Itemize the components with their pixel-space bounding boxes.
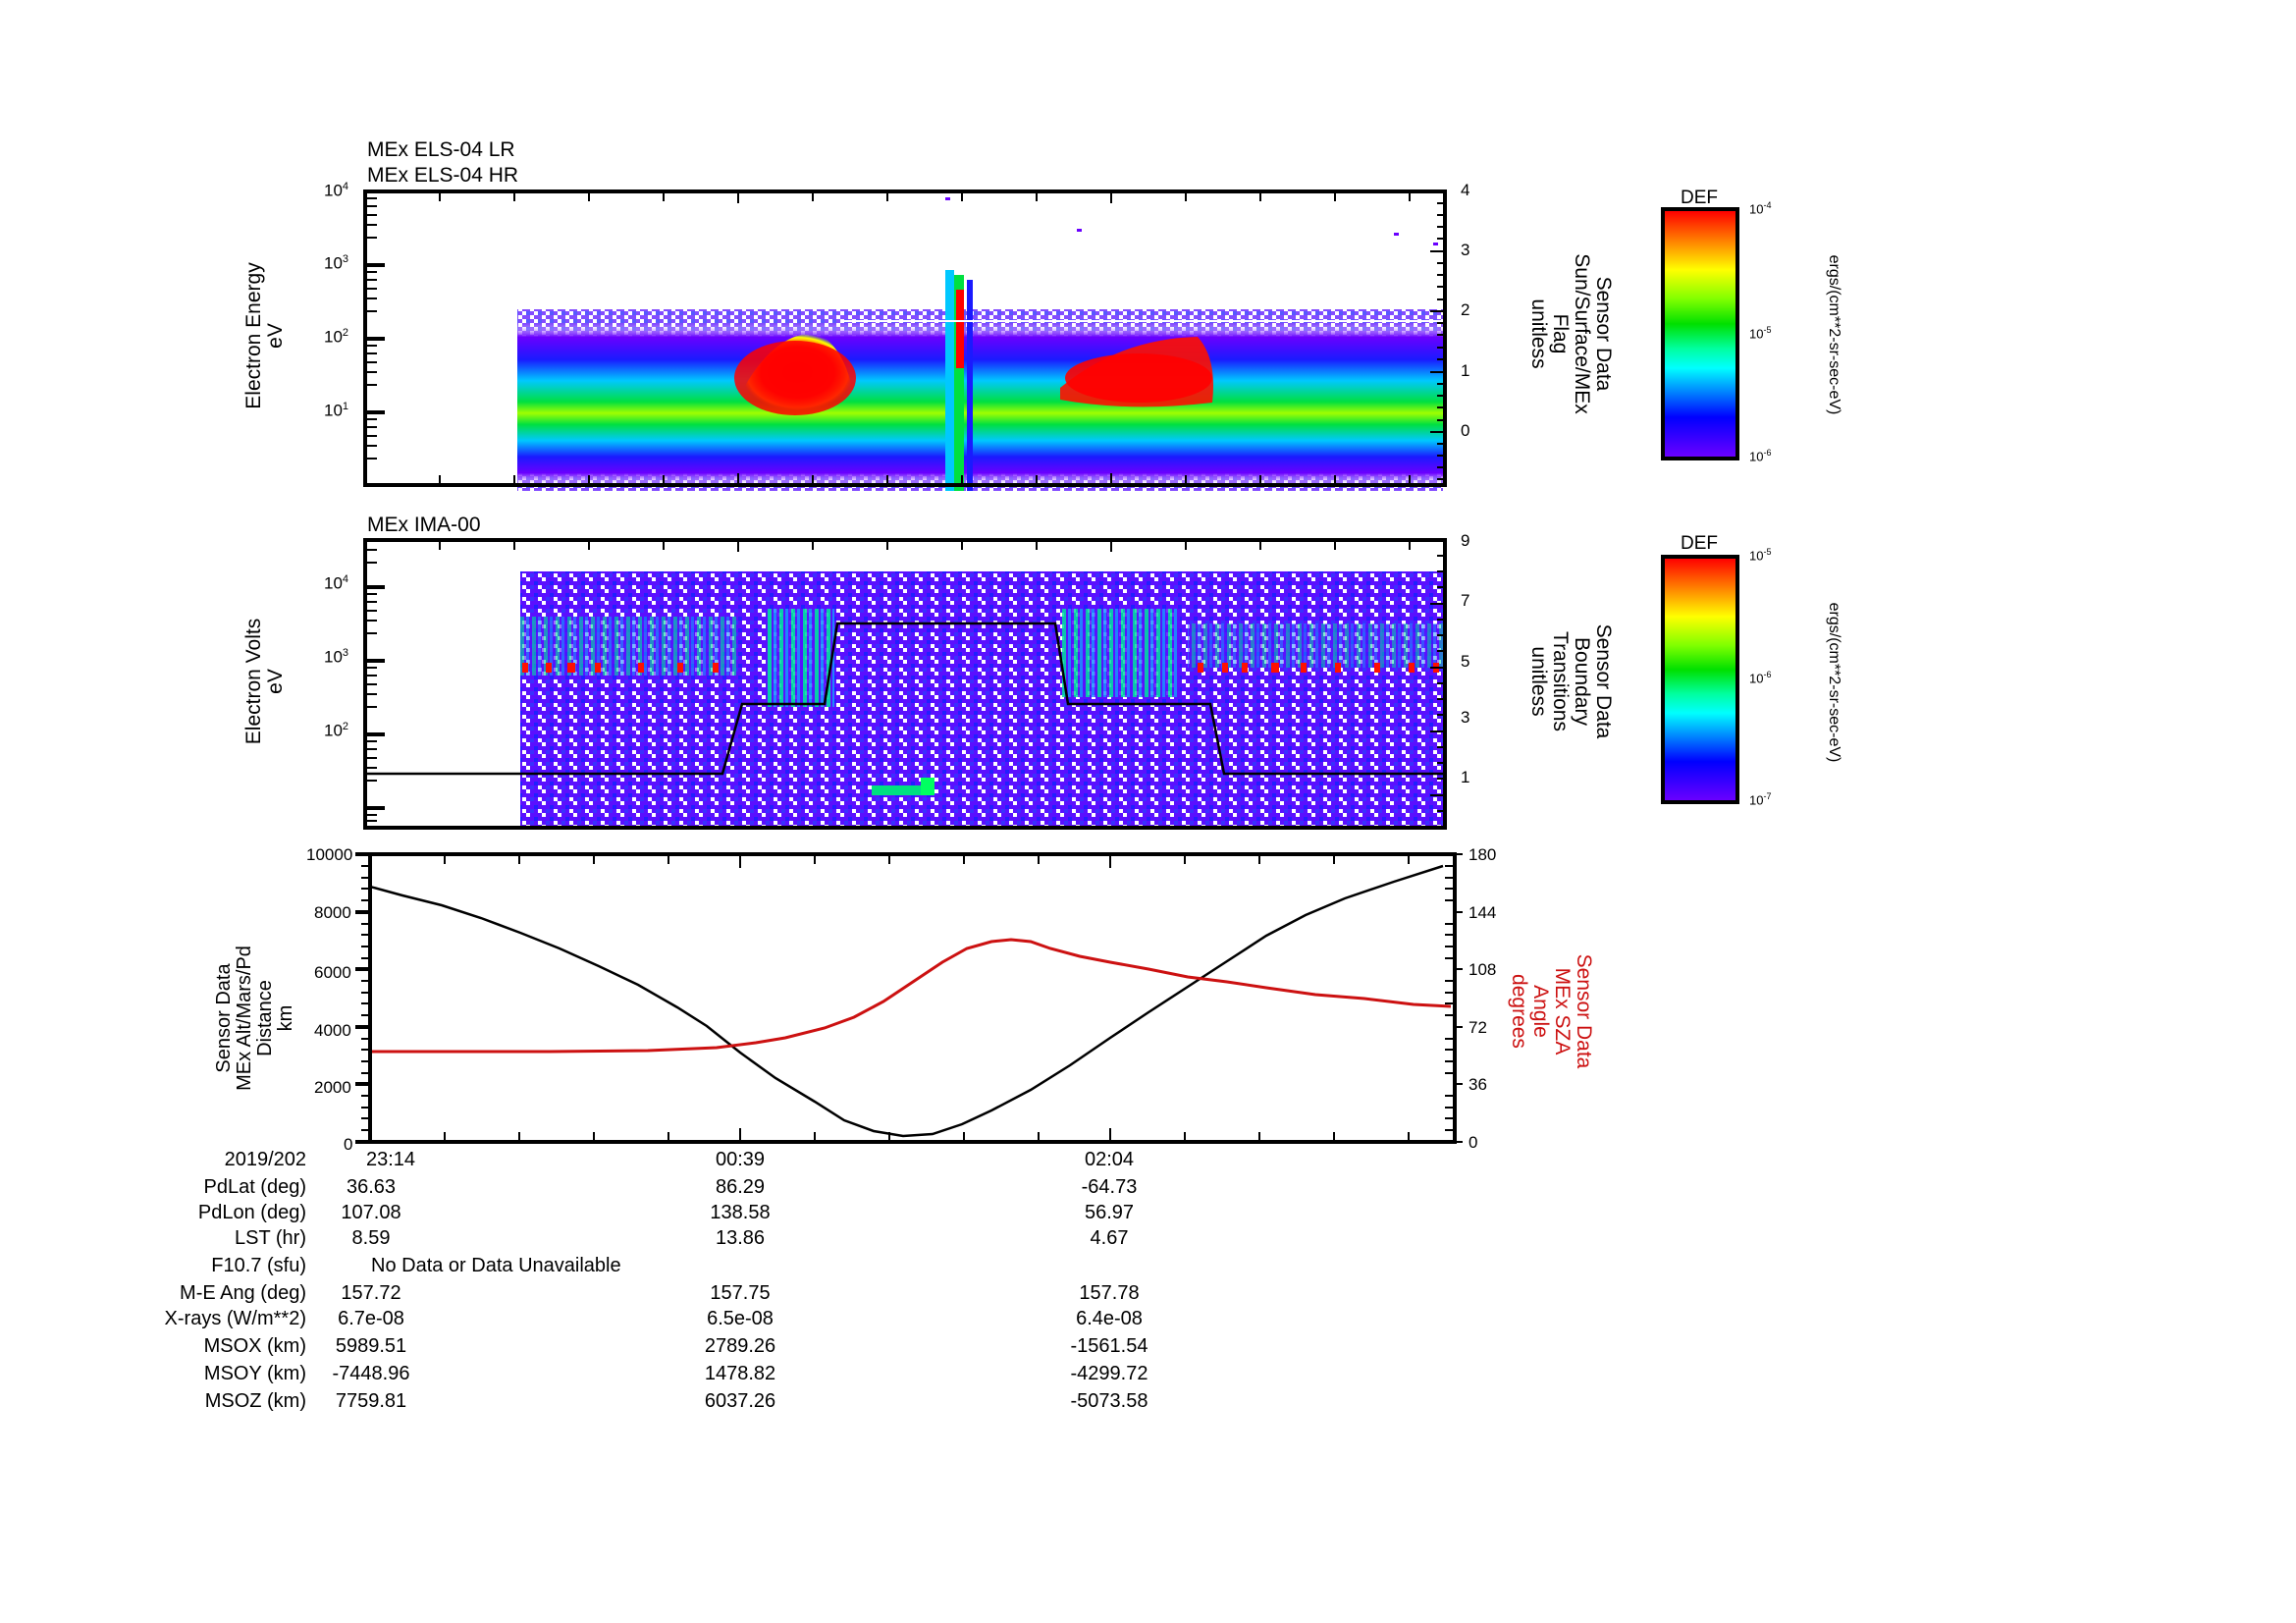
panel2-ytick-1e2: 102 <box>324 721 349 740</box>
panel3-line-plot <box>355 852 1463 1144</box>
panel2-right-ytick-3: 3 <box>1461 708 1470 727</box>
panel1-ytick-1e2: 102 <box>324 327 349 347</box>
ephemeris-row-msoy: MSOY (km) -7448.96 1478.82 -4299.72 <box>203 1363 1148 1384</box>
ephemeris-row-f107: F10.7 (sfu) No Data or Data Unavailable <box>211 1255 621 1276</box>
ephemeris-row-time: 2019/202 23:14 00:39 02:04 <box>224 1149 1135 1170</box>
colorbar2-tick-bottom: 10-7 <box>1749 791 1772 808</box>
panel3-right-ytick-36: 36 <box>1468 1075 1487 1094</box>
panel3-right-ytick-108: 108 <box>1468 960 1497 979</box>
panel3-ytick-2000: 2000 <box>314 1078 351 1097</box>
panel2-right-ytick-1: 1 <box>1461 768 1470 786</box>
panel3-ytick-8000: 8000 <box>314 903 351 922</box>
panel1-title-hr: MEx ELS-04 HR <box>367 164 519 187</box>
ephemeris-row-msoz: MSOZ (km) 7759.81 6037.26 -5073.58 <box>204 1390 1148 1412</box>
colorbar1-unit-label: ergs/(cm**2-sr-sec-eV) <box>1826 254 1842 415</box>
panel3-right-ytick-144: 144 <box>1468 903 1497 922</box>
panel1-right-ytick-0: 0 <box>1461 421 1470 440</box>
panel2-title: MEx IMA-00 <box>367 514 481 536</box>
panel1-spectrogram <box>363 189 1447 491</box>
colorbar1-tick-top: 10-4 <box>1749 200 1772 217</box>
panel3-ytick-0: 0 <box>344 1135 353 1154</box>
panel1-right-ytick-4: 4 <box>1461 181 1470 199</box>
ephemeris-row-lst: LST (hr) 8.59 13.86 4.67 <box>235 1227 1129 1249</box>
panel3-right-ytick-180: 180 <box>1468 845 1497 864</box>
panel2-right-ytick-7: 7 <box>1461 591 1470 610</box>
panel3-right-ytick-72: 72 <box>1468 1018 1487 1037</box>
ephemeris-row-msox: MSOX (km) 5989.51 2789.26 -1561.54 <box>203 1335 1148 1357</box>
panel2-ytick-1e4: 104 <box>324 573 349 593</box>
panel1-right-ytick-2: 2 <box>1461 300 1470 319</box>
panel1-right-ytick-3: 3 <box>1461 241 1470 259</box>
colorbar2-tick-mid: 10-6 <box>1749 670 1772 686</box>
ephemeris-row-pdlat: PdLat (deg) 36.63 86.29 -64.73 <box>203 1176 1138 1198</box>
colorbar2 <box>1661 555 1739 804</box>
panel2-right-ylabel: Sensor Data Boundary Transitions unitles… <box>1527 623 1615 739</box>
altitude-line <box>369 864 1444 1138</box>
panel3-ytick-10000: 10000 <box>306 845 353 864</box>
ephemeris-row-pdlon: PdLon (deg) 107.08 138.58 56.97 <box>197 1202 1135 1223</box>
panel1-left-ylabel: Electron Energy eV <box>242 262 287 409</box>
colorbar1 <box>1661 207 1739 460</box>
panel3-right-ylabel: Sensor Data MEx SZA Angle degrees <box>1508 953 1595 1069</box>
panel2-right-ytick-9: 9 <box>1461 531 1470 550</box>
ephemeris-row-me-ang: M-E Ang (deg) 157.72 157.75 157.78 <box>180 1282 1140 1304</box>
colorbar1-title: DEF <box>1681 188 1718 208</box>
ephemeris-row-xrays: X-rays (W/m**2) 6.7e-08 6.5e-08 6.4e-08 <box>164 1308 1143 1329</box>
panel3-right-ytick-0: 0 <box>1468 1133 1478 1152</box>
panel1-right-ylabel: Sensor Data Sun/Surface/MEx Flag unitles… <box>1527 253 1615 414</box>
panel2-spectrogram <box>363 538 1447 830</box>
colorbar2-title: DEF <box>1681 533 1718 554</box>
panel3-left-ylabel: Sensor Data MEx Alt/Mars/Pd Distance km <box>213 946 296 1091</box>
colorbar2-unit-label: ergs/(cm**2-sr-sec-eV) <box>1826 602 1842 763</box>
colorbar1-tick-mid: 10-5 <box>1749 325 1772 342</box>
colorbar2-tick-top: 10-5 <box>1749 547 1772 564</box>
panel1-right-ytick-1: 1 <box>1461 361 1470 380</box>
panel3-ytick-6000: 6000 <box>314 963 351 982</box>
colorbar1-tick-bottom: 10-6 <box>1749 448 1772 464</box>
panel1-ytick-1e4: 104 <box>324 181 349 200</box>
panel2-ytick-1e3: 103 <box>324 647 349 667</box>
panel1-title-lr: MEx ELS-04 LR <box>367 138 515 161</box>
panel1-ytick-1e1: 101 <box>324 401 349 420</box>
panel2-right-ytick-5: 5 <box>1461 652 1470 671</box>
sza-line <box>370 938 1452 1054</box>
panel3-ytick-4000: 4000 <box>314 1021 351 1040</box>
panel2-left-ylabel: Electron Volts eV <box>242 618 287 745</box>
panel1-ytick-1e3: 103 <box>324 253 349 273</box>
ephemeris-table: 2019/202 23:14 00:39 02:04 PdLat (deg) 3… <box>0 1149 1472 1424</box>
